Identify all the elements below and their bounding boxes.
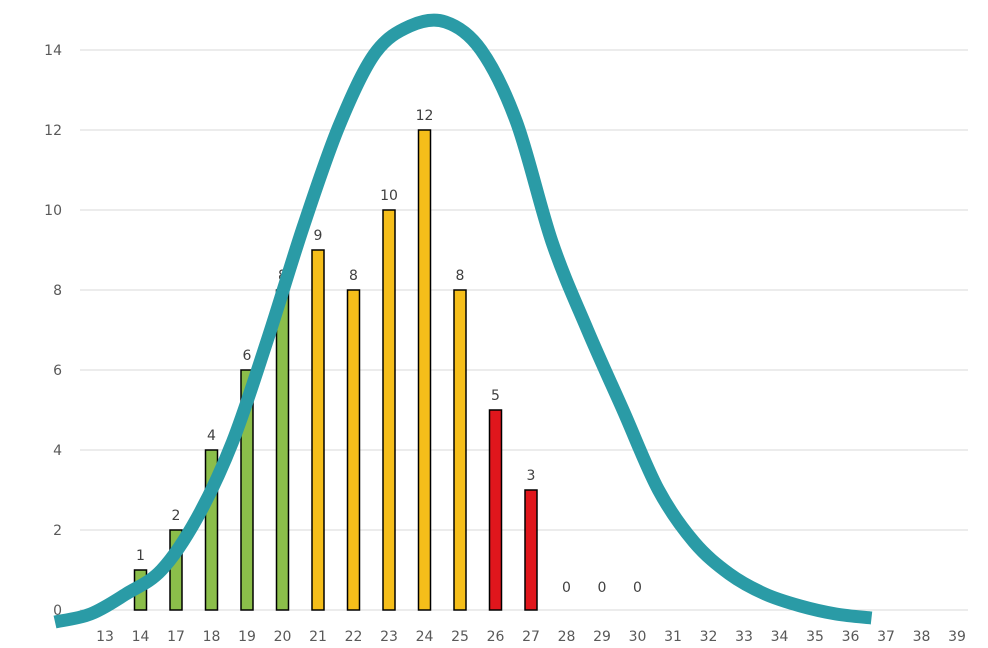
x-tick-label: 34 bbox=[771, 629, 789, 645]
bar-25 bbox=[453, 289, 467, 611]
y-tick-label: 8 bbox=[53, 283, 62, 299]
x-tick-label: 26 bbox=[487, 629, 505, 645]
data-label: 10 bbox=[380, 188, 398, 204]
bar-20 bbox=[275, 289, 290, 611]
normal-curve bbox=[53, 13, 873, 629]
x-tick-label: 14 bbox=[132, 629, 150, 645]
y-tick-label: 10 bbox=[44, 203, 62, 219]
y-tick-label: 0 bbox=[53, 603, 62, 619]
x-tick-label: 17 bbox=[167, 629, 185, 645]
x-tick-label: 39 bbox=[948, 629, 966, 645]
data-label: 0 bbox=[598, 580, 607, 596]
bar-24 bbox=[417, 129, 432, 611]
x-tick-label: 38 bbox=[913, 629, 931, 645]
y-tick-label: 12 bbox=[44, 123, 62, 139]
bar-22 bbox=[346, 289, 361, 611]
x-tick-label: 31 bbox=[664, 629, 682, 645]
x-tick-label: 32 bbox=[700, 629, 718, 645]
x-tick-label: 20 bbox=[274, 629, 292, 645]
x-tick-label: 21 bbox=[309, 629, 327, 645]
bar-19 bbox=[240, 369, 254, 611]
data-label: 0 bbox=[633, 580, 642, 596]
y-tick-label: 4 bbox=[53, 443, 62, 459]
bar-26 bbox=[488, 409, 503, 611]
y-tick-label: 14 bbox=[44, 43, 62, 59]
x-tick-label: 24 bbox=[416, 629, 434, 645]
data-label: 2 bbox=[172, 508, 181, 524]
x-axis-ticks: 13 14 17 18 19 20 21 22 23 24 25 26 27 28 29 30 31 32 33 34… bbox=[96, 629, 966, 645]
x-tick-label: 18 bbox=[203, 629, 221, 645]
bar-21 bbox=[311, 249, 325, 611]
x-tick-label: 29 bbox=[593, 629, 611, 645]
data-label: 0 bbox=[562, 580, 571, 596]
x-tick-label: 23 bbox=[380, 629, 398, 645]
data-label: 4 bbox=[207, 428, 216, 444]
data-label: 6 bbox=[243, 348, 252, 364]
x-tick-label: 36 bbox=[842, 629, 860, 645]
x-tick-label: 19 bbox=[238, 629, 256, 645]
data-label: 8 bbox=[349, 268, 358, 284]
y-tick-label: 2 bbox=[53, 523, 62, 539]
x-tick-label: 13 bbox=[96, 629, 114, 645]
x-tick-label: 22 bbox=[345, 629, 363, 645]
x-tick-label: 28 bbox=[558, 629, 576, 645]
bar-27 bbox=[524, 489, 538, 611]
y-tick-label: 6 bbox=[53, 363, 62, 379]
x-tick-label: 37 bbox=[877, 629, 895, 645]
x-tick-label: 27 bbox=[522, 629, 540, 645]
x-tick-label: 33 bbox=[735, 629, 753, 645]
data-label: 5 bbox=[491, 388, 500, 404]
data-label: 9 bbox=[314, 228, 323, 244]
y-axis-ticks: 0 2 4 6 8 10 12 14 bbox=[44, 43, 62, 619]
data-label: 3 bbox=[527, 468, 536, 484]
x-tick-label: 35 bbox=[806, 629, 824, 645]
curve-overlay bbox=[53, 13, 873, 629]
data-label: 12 bbox=[416, 108, 434, 124]
x-tick-label: 30 bbox=[629, 629, 647, 645]
data-label: 1 bbox=[136, 548, 145, 564]
x-tick-label: 25 bbox=[451, 629, 469, 645]
bar-23 bbox=[382, 209, 396, 611]
data-label: 8 bbox=[456, 268, 465, 284]
